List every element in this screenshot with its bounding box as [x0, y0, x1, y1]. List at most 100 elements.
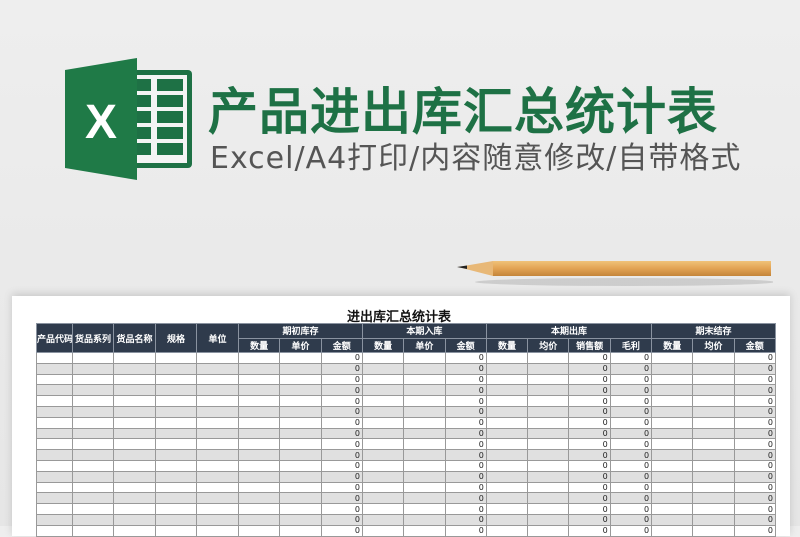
table-cell[interactable] [36, 513, 73, 526]
table-cell[interactable] [651, 481, 694, 494]
table-cell[interactable] [113, 503, 156, 515]
table-cell[interactable] [403, 449, 446, 461]
table-cell[interactable]: 0 [568, 481, 611, 494]
table-cell[interactable] [237, 362, 281, 375]
table-cell[interactable] [72, 373, 114, 386]
table-cell[interactable]: 0 [733, 427, 776, 440]
table-cell[interactable]: 0 [609, 352, 653, 364]
table-cell[interactable] [196, 427, 239, 440]
table-cell[interactable]: 0 [320, 362, 363, 375]
table-cell[interactable] [113, 405, 156, 418]
table-cell[interactable] [279, 524, 322, 537]
table-cell[interactable] [485, 416, 529, 429]
table-cell[interactable]: 0 [609, 416, 653, 429]
table-cell[interactable] [692, 470, 735, 483]
table-cell[interactable] [527, 470, 570, 483]
table-cell[interactable] [196, 416, 239, 429]
table-cell[interactable] [237, 427, 281, 440]
table-cell[interactable] [692, 438, 735, 451]
table-cell[interactable] [196, 481, 239, 494]
table-cell[interactable]: 0 [733, 384, 776, 397]
table-cell[interactable] [279, 362, 322, 375]
table-cell[interactable] [485, 459, 529, 472]
table-cell[interactable]: 0 [568, 513, 611, 526]
table-cell[interactable] [692, 405, 735, 418]
table-cell[interactable]: 0 [733, 524, 776, 537]
table-cell[interactable]: 0 [320, 352, 363, 364]
table-cell[interactable] [361, 384, 405, 397]
table-cell[interactable] [403, 503, 446, 515]
table-cell[interactable] [72, 513, 114, 526]
table-cell[interactable] [485, 384, 529, 397]
table-cell[interactable]: 0 [320, 481, 363, 494]
table-cell[interactable] [36, 438, 73, 451]
table-cell[interactable] [36, 470, 73, 483]
table-cell[interactable]: 0 [320, 395, 363, 407]
table-cell[interactable]: 0 [609, 384, 653, 397]
table-cell[interactable] [36, 503, 73, 515]
table-cell[interactable]: 0 [609, 524, 653, 537]
table-cell[interactable] [279, 438, 322, 451]
table-cell[interactable] [237, 395, 281, 407]
table-cell[interactable]: 0 [444, 524, 487, 537]
table-cell[interactable] [485, 395, 529, 407]
table-cell[interactable]: 0 [320, 470, 363, 483]
table-cell[interactable] [155, 384, 197, 397]
table-cell[interactable] [403, 384, 446, 397]
table-cell[interactable] [155, 416, 197, 429]
table-cell[interactable]: 0 [444, 384, 487, 397]
table-cell[interactable]: 0 [568, 395, 611, 407]
table-cell[interactable] [113, 513, 156, 526]
table-cell[interactable]: 0 [320, 492, 363, 505]
table-cell[interactable] [237, 438, 281, 451]
table-cell[interactable]: 0 [733, 503, 776, 515]
table-cell[interactable] [36, 427, 73, 440]
table-cell[interactable] [155, 513, 197, 526]
table-cell[interactable] [527, 524, 570, 537]
table-cell[interactable] [527, 481, 570, 494]
table-cell[interactable]: 0 [733, 513, 776, 526]
table-cell[interactable] [651, 395, 694, 407]
table-cell[interactable] [403, 459, 446, 472]
table-cell[interactable] [403, 438, 446, 451]
table-cell[interactable] [485, 362, 529, 375]
table-cell[interactable] [361, 449, 405, 461]
table-cell[interactable] [651, 373, 694, 386]
table-cell[interactable] [113, 352, 156, 364]
table-cell[interactable] [403, 373, 446, 386]
table-cell[interactable] [155, 362, 197, 375]
table-cell[interactable] [155, 459, 197, 472]
table-cell[interactable] [403, 481, 446, 494]
table-cell[interactable]: 0 [320, 427, 363, 440]
table-cell[interactable]: 0 [568, 427, 611, 440]
table-cell[interactable] [403, 513, 446, 526]
table-cell[interactable] [651, 362, 694, 375]
table-cell[interactable]: 0 [733, 362, 776, 375]
table-cell[interactable] [527, 405, 570, 418]
table-cell[interactable] [692, 427, 735, 440]
table-cell[interactable]: 0 [609, 427, 653, 440]
table-cell[interactable] [237, 524, 281, 537]
table-cell[interactable] [196, 384, 239, 397]
table-cell[interactable] [72, 405, 114, 418]
table-cell[interactable] [36, 395, 73, 407]
table-cell[interactable] [36, 373, 73, 386]
table-cell[interactable] [279, 405, 322, 418]
table-cell[interactable] [113, 362, 156, 375]
table-cell[interactable] [279, 513, 322, 526]
table-cell[interactable] [113, 459, 156, 472]
table-cell[interactable] [72, 438, 114, 451]
table-cell[interactable] [113, 481, 156, 494]
table-cell[interactable] [279, 481, 322, 494]
table-cell[interactable] [485, 449, 529, 461]
table-cell[interactable] [72, 524, 114, 537]
table-cell[interactable]: 0 [444, 362, 487, 375]
table-cell[interactable] [403, 470, 446, 483]
table-cell[interactable] [527, 513, 570, 526]
table-cell[interactable] [155, 427, 197, 440]
table-cell[interactable]: 0 [733, 481, 776, 494]
table-cell[interactable] [155, 470, 197, 483]
table-cell[interactable] [651, 438, 694, 451]
table-cell[interactable]: 0 [568, 524, 611, 537]
table-cell[interactable]: 0 [609, 470, 653, 483]
